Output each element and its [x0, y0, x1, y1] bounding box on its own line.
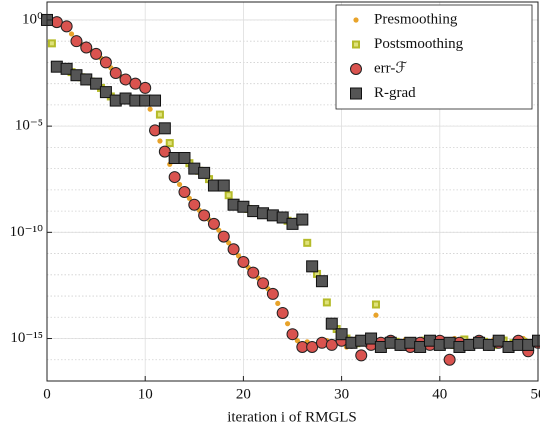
- pre-point: [373, 312, 379, 318]
- y-tick-label: 10⁻¹⁰: [10, 224, 43, 240]
- pre-point: [235, 253, 242, 259]
- post-point: [165, 139, 174, 148]
- x-tick-label: 30: [334, 386, 349, 402]
- y-tick-label: 10⁻¹⁵: [10, 330, 43, 346]
- pre-point: [226, 240, 232, 246]
- post-point: [322, 298, 331, 307]
- rgrad-point: [217, 179, 230, 192]
- x-tick-label: 0: [43, 386, 51, 402]
- post-point: [224, 191, 233, 200]
- y-tick-label: 10⁰: [22, 11, 43, 27]
- err-point: [286, 328, 299, 341]
- rgrad-point: [158, 122, 171, 135]
- rgrad-point: [306, 260, 319, 273]
- post-point: [303, 238, 312, 247]
- rgrad-point: [325, 317, 338, 330]
- err-point: [109, 67, 122, 80]
- rgrad-point: [296, 213, 309, 226]
- post-point: [155, 110, 164, 119]
- rgrad-point: [414, 340, 427, 353]
- rgrad-point: [198, 166, 211, 179]
- pre-point: [275, 300, 281, 307]
- rgrad-point: [492, 334, 505, 347]
- post-point: [352, 40, 360, 49]
- plot-frame: [46, 1, 539, 382]
- rgrad-point: [60, 62, 73, 75]
- rgrad-point: [99, 86, 112, 99]
- err-point: [90, 47, 103, 60]
- pre-point: [68, 31, 75, 37]
- x-tick-label: 40: [432, 386, 447, 402]
- rgrad-point: [315, 275, 328, 288]
- err-point: [315, 336, 328, 349]
- pre-point: [186, 195, 192, 201]
- err-point: [119, 73, 132, 86]
- err-point: [207, 217, 220, 230]
- err-point: [198, 209, 211, 222]
- err-point: [266, 287, 279, 300]
- err-point: [276, 306, 289, 319]
- pre-point: [147, 106, 153, 112]
- err-point: [80, 41, 93, 54]
- legend-label: Postsmoothing: [374, 36, 464, 52]
- legend-box: [335, 4, 533, 110]
- rgrad-point: [178, 152, 191, 165]
- legend-label: R-grad: [374, 85, 416, 101]
- pre-point: [353, 17, 359, 23]
- err-point: [99, 56, 112, 69]
- err-point: [217, 230, 230, 243]
- err-point: [227, 243, 240, 256]
- pre-point: [157, 138, 163, 144]
- marks: [41, 13, 540, 366]
- err-point: [325, 338, 338, 351]
- x-tick-label: 20: [236, 386, 251, 402]
- x-tick-label: 10: [138, 386, 153, 402]
- rgrad-point: [335, 328, 348, 341]
- err-point: [178, 186, 191, 199]
- err-point: [350, 63, 362, 75]
- axes: 0 10 20 30 40 50 10⁰ 10⁻⁵ 10⁻¹⁰ 10⁻¹⁵: [10, 1, 540, 402]
- err-point: [158, 145, 171, 158]
- pre-point: [176, 181, 183, 188]
- post-point: [47, 39, 56, 48]
- err-point: [139, 81, 152, 94]
- err-point: [188, 198, 201, 211]
- rgrad-point: [90, 77, 103, 90]
- err-point: [443, 353, 456, 366]
- pre-point: [284, 321, 291, 327]
- y-tick-label: 10⁻⁵: [15, 118, 43, 134]
- pre-point: [216, 227, 222, 233]
- legend-label: Presmoothing: [374, 11, 458, 27]
- err-point: [168, 171, 181, 184]
- rgrad-point: [365, 332, 378, 345]
- err-point: [257, 277, 270, 290]
- err-point: [70, 35, 83, 48]
- post-point: [371, 300, 380, 309]
- err-point: [306, 340, 319, 353]
- rgrad-point: [350, 87, 362, 100]
- rgrad-point: [149, 94, 162, 107]
- err-point: [60, 20, 73, 33]
- err-point: [355, 349, 368, 362]
- err-point: [129, 77, 142, 90]
- rgrad-point: [532, 334, 540, 347]
- err-point: [247, 266, 260, 279]
- legend-label: err-ℱ: [374, 60, 407, 76]
- err-point: [237, 256, 250, 269]
- rgrad-point: [276, 211, 289, 224]
- pre-point: [294, 338, 301, 344]
- x-tick-label: 50: [531, 386, 540, 402]
- legend: Presmoothing Postsmoothing err-ℱ R-grad: [335, 4, 533, 110]
- x-axis-label: iteration i of RMGLS: [227, 409, 357, 425]
